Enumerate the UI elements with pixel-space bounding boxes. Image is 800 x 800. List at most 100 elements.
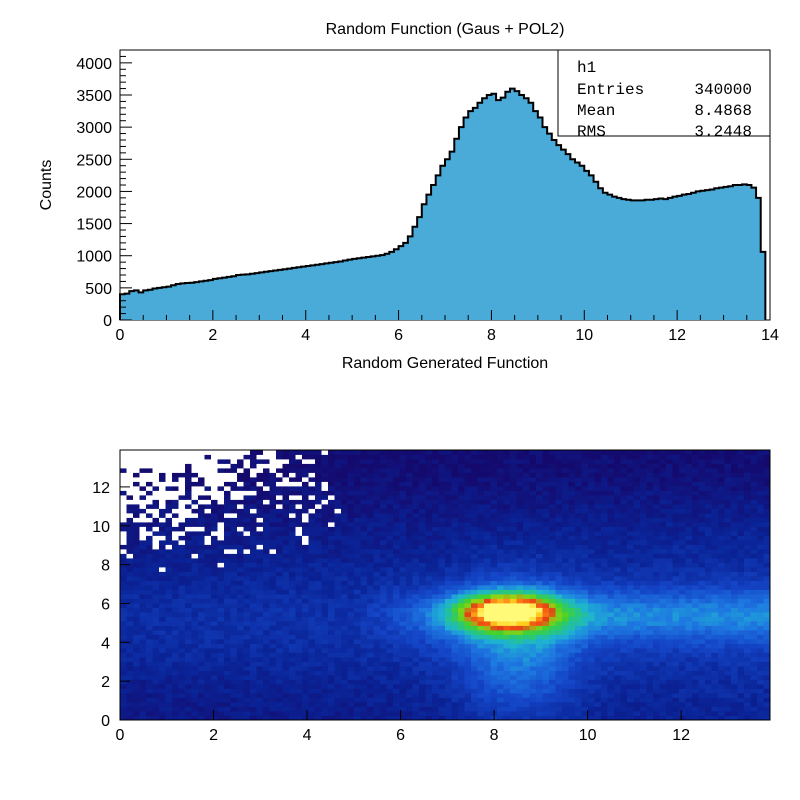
heatmap-cell: [705, 670, 712, 676]
heatmap-cell: [568, 657, 576, 662]
heatmap-cell: [542, 508, 550, 514]
heatmap-cell: [146, 648, 153, 653]
heatmap-cell: [484, 679, 491, 685]
heatmap-cell: [295, 571, 303, 577]
heatmap-cell: [646, 657, 654, 662]
histogram-outline: [119, 87, 767, 320]
heatmap-cell: [334, 589, 342, 595]
heatmap-cell: [178, 625, 186, 631]
heatmap-cell: [640, 679, 647, 685]
heatmap-cell: [685, 517, 693, 523]
heatmap-cell: [718, 693, 725, 698]
heatmap-cell: [126, 576, 134, 581]
heatmap-cell: [594, 580, 602, 586]
heatmap-cell: [243, 567, 251, 572]
heatmap-cell: [334, 576, 342, 581]
heatmap-cell: [419, 553, 426, 559]
heatmap-cell: [471, 558, 478, 563]
heatmap-cell: [445, 675, 452, 680]
heatmap-cell: [380, 697, 387, 703]
heatmap-cell: [308, 567, 316, 572]
heatmap-cell: [243, 558, 251, 563]
heatmap-cell: [341, 576, 348, 581]
heatmap-cell: [165, 553, 173, 559]
heatmap-cell: [243, 535, 251, 541]
heatmap-cell: [204, 711, 212, 716]
heatmap-cell: [497, 508, 504, 514]
heatmap-cell: [211, 670, 218, 676]
heatmap-cell: [763, 517, 771, 523]
heatmap-cell: [601, 522, 608, 527]
heatmap-cell: [386, 639, 394, 644]
heatmap-cell: [165, 504, 173, 509]
heatmap-cell: [354, 522, 361, 527]
heatmap-cell: [536, 513, 543, 518]
heatmap-cell: [549, 499, 556, 505]
heatmap-cell: [705, 702, 712, 707]
heatmap-cell: [458, 657, 465, 662]
heatmap-cell: [711, 576, 719, 581]
heatmap-cell: [289, 499, 296, 505]
heatmap-cell: [191, 531, 199, 536]
heatmap-cell: [529, 648, 537, 653]
heatmap-cell: [347, 643, 355, 649]
heatmap-cell: [380, 630, 387, 635]
heatmap-cell: [763, 693, 771, 698]
heatmap-cell: [360, 711, 368, 716]
heatmap-cell: [653, 657, 660, 662]
heatmap-cell: [139, 499, 147, 505]
heatmap-cell: [692, 553, 699, 559]
heatmap-cell: [542, 706, 550, 712]
heatmap-cell: [737, 666, 745, 671]
heatmap-cell: [445, 706, 452, 712]
heatmap-cell: [445, 715, 452, 721]
heatmap-cell: [575, 517, 582, 523]
heatmap-cell: [705, 522, 712, 527]
heatmap-cell: [490, 625, 498, 631]
heatmap-cell: [425, 639, 433, 644]
heatmap-cell: [757, 684, 764, 689]
heatmap-cell: [263, 517, 270, 523]
heatmap-cell: [146, 702, 153, 707]
heatmap-cell: [165, 639, 173, 644]
heatmap-cell: [666, 499, 673, 505]
heatmap-cell: [159, 558, 166, 563]
heatmap-cell: [172, 661, 179, 667]
heatmap-cell: [698, 513, 706, 518]
heatmap-cell: [724, 715, 732, 721]
heatmap-cell: [640, 612, 647, 617]
heatmap-cell: [523, 598, 530, 604]
heatmap-cell: [568, 562, 576, 568]
heatmap-cell: [347, 562, 355, 568]
heatmap-cell: [549, 612, 556, 617]
heatmap-cell: [510, 684, 517, 689]
heatmap-cell: [685, 504, 693, 509]
heatmap-cell: [685, 594, 693, 599]
heatmap-cell: [685, 652, 693, 658]
heatmap-cell: [529, 585, 537, 590]
heatmap-cell: [692, 544, 699, 550]
heatmap-cell: [321, 535, 329, 541]
heatmap-cell: [419, 657, 426, 662]
heatmap-cell: [373, 639, 381, 644]
heatmap-cell: [367, 567, 374, 572]
heatmap-cell: [269, 589, 277, 595]
heatmap-cell: [659, 666, 667, 671]
heatmap-cell: [393, 522, 400, 527]
heatmap-cell: [217, 634, 225, 640]
heatmap-cell: [159, 594, 166, 599]
heatmap-cell: [653, 589, 660, 595]
heatmap-cell: [458, 553, 465, 559]
heatmap-cell: [607, 544, 615, 550]
heatmap-cell: [133, 508, 140, 514]
heatmap-cell: [718, 513, 725, 518]
heatmap-cell: [165, 540, 173, 545]
heatmap-cell: [425, 553, 433, 559]
heatmap-cell: [490, 589, 498, 595]
heatmap-cell: [256, 549, 264, 554]
heatmap-cell: [568, 607, 576, 613]
heatmap-cell: [692, 589, 699, 595]
heatmap-cell: [380, 544, 387, 550]
heatmap-cell: [276, 684, 283, 689]
heatmap-cell: [575, 526, 582, 532]
